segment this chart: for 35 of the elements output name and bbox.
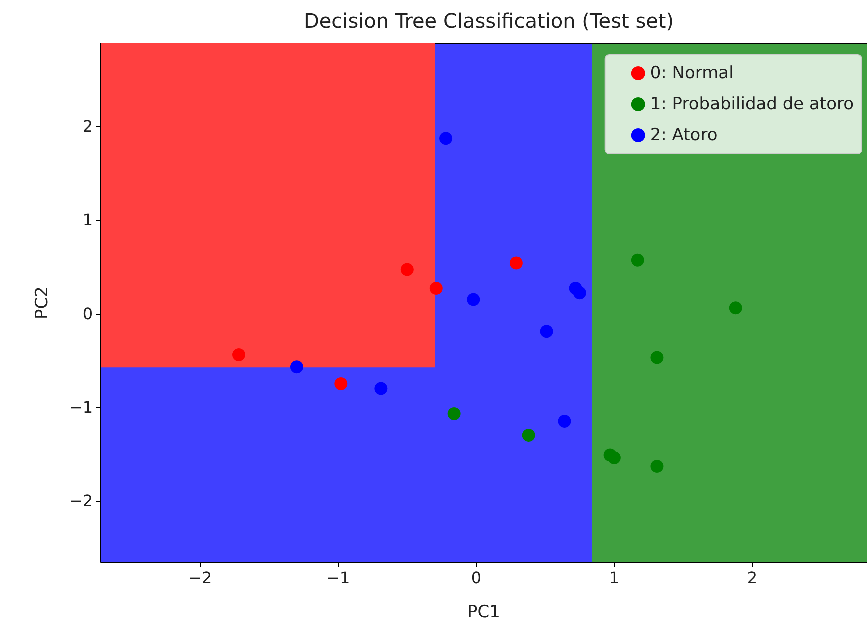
point [540, 325, 554, 338]
point [631, 254, 644, 267]
point [650, 460, 664, 473]
point [510, 256, 523, 270]
x-tick-label: −1 [326, 568, 350, 588]
y-tick-label: −2 [69, 492, 93, 511]
y-tick-label: 2 [82, 116, 93, 136]
point [440, 132, 453, 146]
point [290, 360, 304, 374]
y-tick-label: 1 [82, 210, 93, 230]
y-tick-label: 0 [82, 304, 93, 324]
x-tick-label: 0 [471, 568, 482, 588]
point [232, 348, 246, 362]
point [650, 351, 664, 364]
legend-label: 1: Probabilidad de atoro [650, 94, 854, 114]
legend-label: 0: Normal [650, 64, 734, 84]
point [400, 263, 414, 276]
point [558, 414, 572, 428]
y-axis-title: PC2 [32, 286, 52, 320]
x-tick-label: 2 [747, 568, 758, 588]
point [467, 293, 480, 306]
x-tick-label: 1 [609, 568, 620, 588]
chart-title: Decision Tree Classification (Test set) [304, 9, 674, 33]
legend-label: 2: Atoro [650, 126, 718, 146]
point [573, 286, 586, 300]
y-tick-label: −1 [69, 398, 93, 417]
point [430, 282, 443, 295]
point [729, 302, 742, 315]
point [334, 378, 348, 391]
x-tick-label: −2 [188, 568, 212, 588]
point [522, 429, 536, 442]
x-axis-title: PC1 [468, 602, 500, 622]
point [448, 408, 461, 420]
point [608, 452, 621, 465]
point [374, 382, 388, 396]
